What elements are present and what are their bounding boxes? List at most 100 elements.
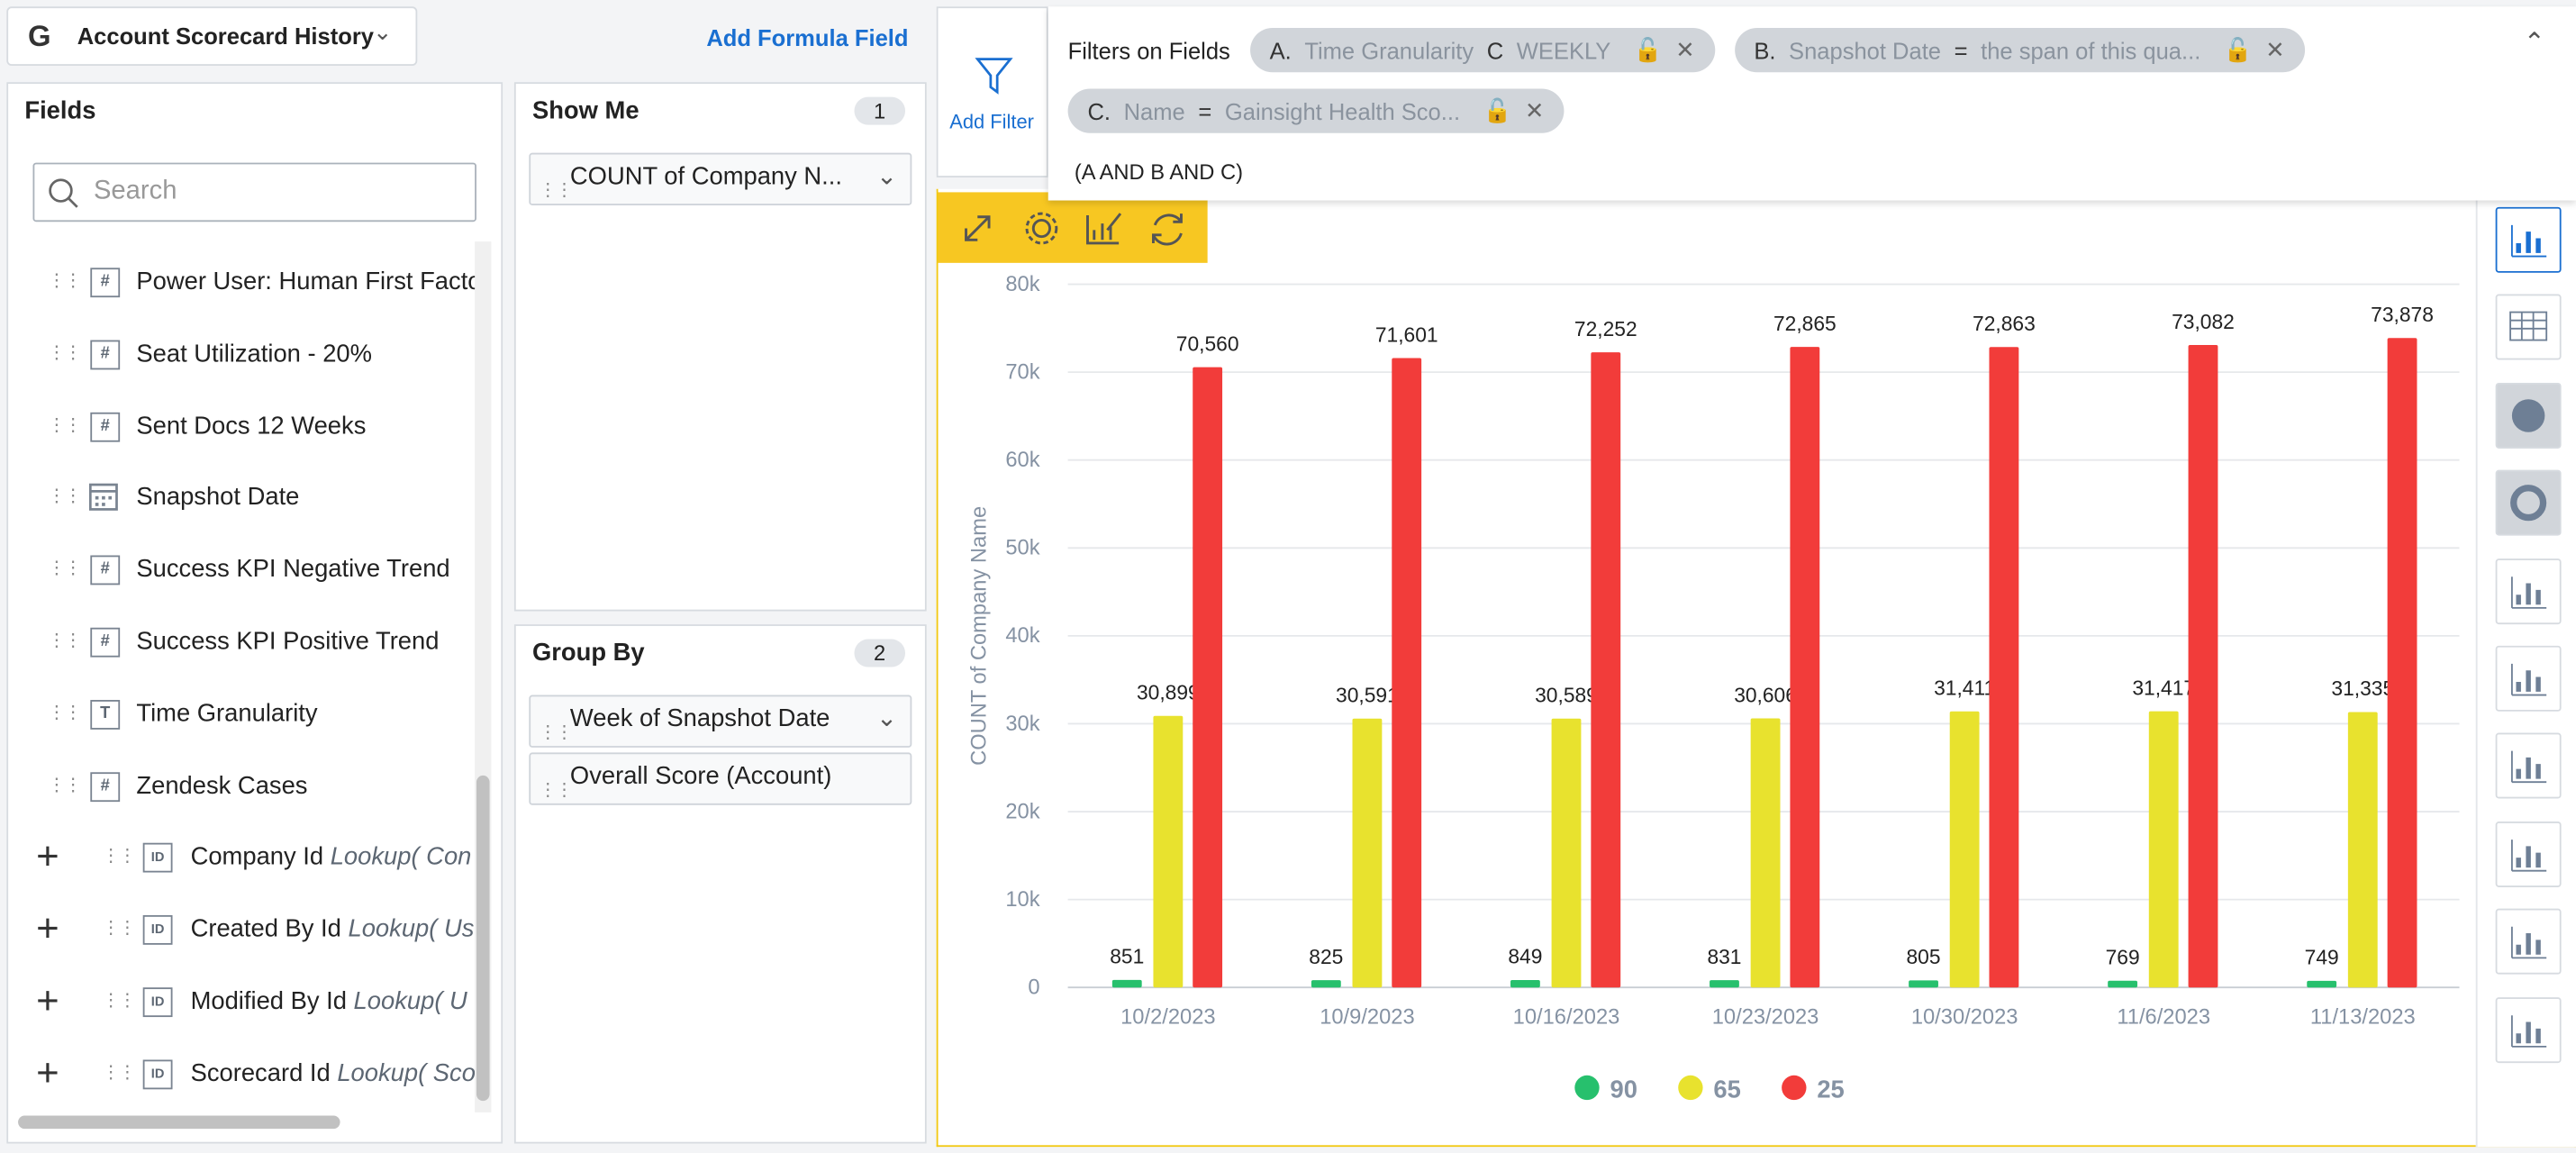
chart-type-button[interactable]: [2495, 996, 2562, 1063]
chart-type-button[interactable]: [2495, 295, 2562, 361]
chart-type-button[interactable]: [2495, 645, 2562, 712]
edit-chart-icon[interactable]: [1086, 213, 1122, 245]
bar: [1591, 352, 1621, 988]
pill[interactable]: ⋮⋮ Week of Snapshot Date ⌄: [529, 695, 912, 748]
chart-type-button[interactable]: [2495, 382, 2562, 449]
chip-field: Time Granularity: [1304, 37, 1474, 64]
field-label: Scorecard Id Lookup( Sco: [191, 1059, 476, 1087]
field-list: ⋮⋮ # Power User: Human First Facto ⋮⋮ # Seat …: [8, 241, 476, 1112]
chip-field: Snapshot Date: [1789, 37, 1941, 64]
search-box[interactable]: Search: [32, 162, 476, 222]
data-label: 31,335: [2331, 676, 2394, 700]
field-label: Zendesk Cases: [136, 771, 308, 800]
drag-handle: ⋮⋮: [47, 775, 82, 795]
chart-type-button[interactable]: [2495, 558, 2562, 624]
data-label: 31,417: [2132, 676, 2195, 699]
y-tick-label: 30k: [1005, 713, 1039, 736]
lookup-row[interactable]: + ⋮⋮ ID Company Id Lookup( Con: [8, 833, 476, 883]
drag-handle: ⋮⋮: [102, 1062, 136, 1083]
data-label: 825: [1309, 945, 1343, 968]
field-row[interactable]: ⋮⋮ # Success KPI Positive Trend: [8, 618, 476, 667]
remove-chip[interactable]: ✕: [1524, 96, 1545, 123]
y-tick-label: 0: [1028, 976, 1039, 1000]
field-row[interactable]: ⋮⋮ # Seat Utilization - 20%: [8, 330, 476, 379]
lookup-row[interactable]: + ⋮⋮ ID Created By Id Lookup( Us: [8, 905, 476, 955]
type-icon: #: [90, 555, 121, 586]
drag-handle: ⋮⋮: [539, 722, 573, 743]
filter-chip[interactable]: C. Name = Gainsight Health Sco... 🔓 ✕: [1067, 88, 1565, 133]
chart-type-icon: [2509, 312, 2548, 342]
lookup-type: Lookup( U: [353, 987, 467, 1016]
y-tick-label: 70k: [1005, 360, 1039, 384]
chip-op: C: [1486, 37, 1504, 64]
report-selector[interactable]: G Account Scorecard History ⌄: [6, 6, 418, 66]
type-icon: #: [90, 340, 121, 370]
field-row[interactable]: ⋮⋮ # Success KPI Negative Trend: [8, 546, 476, 595]
lookup-row[interactable]: + ⋮⋮ ID Scorecard Id Lookup( Sco: [8, 1049, 476, 1099]
chip-key: A.: [1269, 37, 1292, 64]
field-label: Snapshot Date: [136, 483, 300, 512]
expand-plus[interactable]: +: [36, 835, 59, 880]
chart-type-icon: [2511, 398, 2545, 432]
chart-type-icon: [2510, 1014, 2547, 1048]
chart-type-button[interactable]: [2495, 470, 2562, 536]
data-label: 749: [2305, 946, 2339, 969]
remove-chip[interactable]: ✕: [2265, 36, 2285, 63]
chart-type-button[interactable]: [2495, 909, 2562, 975]
add-filter-button[interactable]: Add Filter: [936, 6, 1048, 177]
x-tick-label: 10/2/2023: [1120, 1005, 1215, 1029]
bar: [1153, 715, 1184, 988]
field-row[interactable]: ⋮⋮ T Time Granularity: [8, 690, 476, 740]
chart-type-button[interactable]: [2495, 821, 2562, 887]
search-placeholder: Search: [93, 177, 177, 205]
drag-handle: ⋮⋮: [47, 486, 82, 507]
chip-value: the span of this qua...: [1981, 37, 2201, 64]
refresh-icon[interactable]: [1151, 213, 1183, 246]
chart-toolbar: [938, 192, 1208, 263]
filter-chip[interactable]: B. Snapshot Date = the span of this qua... 🔓…: [1734, 28, 2305, 73]
expand-icon[interactable]: [965, 215, 991, 241]
pill[interactable]: ⋮⋮ Overall Score (Account): [529, 752, 912, 805]
filter-chip[interactable]: A. Time Granularity C WEEKLY 🔓 ✕: [1249, 28, 1715, 73]
lock-icon: 🔓: [1633, 36, 1663, 63]
field-row[interactable]: ⋮⋮ # Zendesk Cases: [8, 762, 476, 812]
settings-icon[interactable]: [1031, 218, 1051, 239]
drag-handle: ⋮⋮: [102, 990, 136, 1011]
field-row[interactable]: ⋮⋮ # Sent Docs 12 Weeks: [8, 402, 476, 451]
lookup-type: Lookup( Us: [348, 915, 475, 944]
pill[interactable]: ⋮⋮ COUNT of Company N... ⌄: [529, 152, 912, 205]
remove-chip[interactable]: ✕: [1675, 36, 1695, 63]
lookup-row[interactable]: + ⋮⋮ ID Modified By Id Lookup( U: [8, 977, 476, 1027]
drag-handle: ⋮⋮: [47, 631, 82, 651]
bar: [1352, 718, 1383, 988]
add-formula-field[interactable]: Add Formula Field: [706, 24, 909, 51]
fields-panel: Fields Search ⋮⋮ # Power User: Human First…: [6, 82, 503, 1144]
field-row[interactable]: ⋮⋮ Snapshot Date: [8, 474, 476, 523]
chart-type-button[interactable]: [2495, 206, 2562, 273]
data-label: 805: [1907, 945, 1941, 968]
type-icon: #: [90, 412, 121, 441]
legend-label: 90: [1610, 1075, 1637, 1103]
expand-plus[interactable]: +: [36, 979, 59, 1024]
chart-type-button[interactable]: [2495, 733, 2562, 800]
chip-value: Gainsight Health Sco...: [1224, 97, 1461, 124]
bar: [1949, 711, 1980, 988]
data-label: 70,560: [1176, 331, 1239, 355]
field-row[interactable]: ⋮⋮ # Power User: Human First Facto: [8, 258, 476, 307]
x-tick-label: 10/30/2023: [1911, 1005, 2018, 1029]
collapse-caret[interactable]: ⌃: [2523, 29, 2546, 58]
chart-type-icon: [2510, 927, 2547, 959]
type-icon: ID: [142, 915, 173, 946]
bar: [1510, 979, 1540, 988]
data-label: 73,082: [2172, 310, 2235, 333]
field-label: Success KPI Negative Trend: [136, 555, 450, 584]
drag-handle: ⋮⋮: [102, 847, 136, 867]
expand-plus[interactable]: +: [36, 907, 59, 952]
report-title: Account Scorecard History: [77, 23, 374, 50]
expand-plus[interactable]: +: [36, 1050, 59, 1096]
bar: [1193, 367, 1223, 988]
show-me-title: Show Me: [531, 96, 639, 125]
chart-type-icon: [2510, 751, 2547, 784]
